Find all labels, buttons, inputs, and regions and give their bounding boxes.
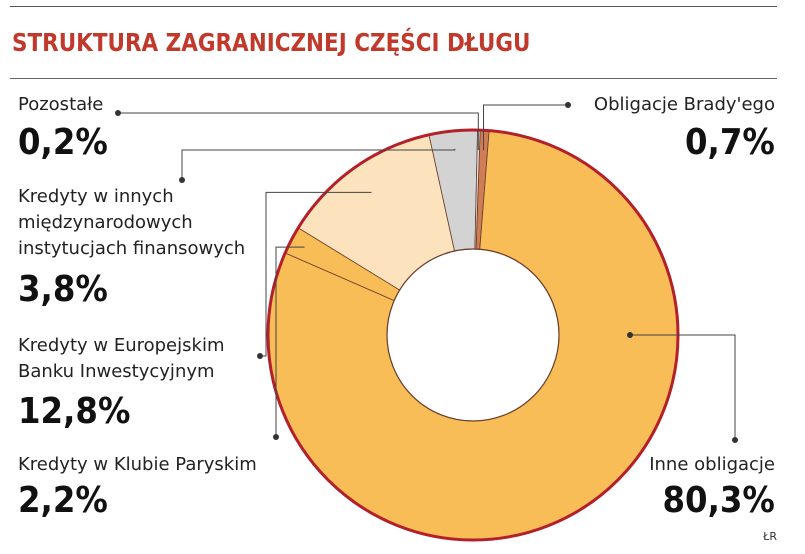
leader-dot-inne-obligacje (732, 437, 738, 443)
value-brady: 0,7% (685, 122, 775, 163)
leader-inne-instytucje (181, 148, 456, 180)
leader-brady (483, 104, 568, 151)
label-ebi-line1: Kredyty w Europejskim (18, 335, 225, 356)
title-rule (10, 78, 777, 79)
leader-inne-obligacje (630, 334, 736, 440)
leader-dot-klub-paryski (273, 434, 279, 440)
leader-dot-brady (565, 102, 571, 108)
label-inne-instytucje-line2: międzynarodowych (18, 212, 193, 233)
leader-dot-pozostale (115, 110, 121, 116)
value-klub-paryski: 2,2% (18, 480, 108, 521)
leader-dot-inne-instytucje (179, 177, 185, 183)
top-rule (10, 6, 777, 7)
value-inne-obligacje: 80,3% (662, 480, 775, 521)
donut-inner-ring (386, 248, 560, 422)
leader-lines (115, 102, 738, 443)
chart-title: STRUKTURA ZAGRANICZNEJ CZĘŚCI DŁUGU (12, 28, 531, 57)
label-ebi-line2: Banku Inwestycyjnym (18, 361, 215, 382)
author-credit: ŁR (763, 530, 777, 543)
label-inne-obligacje: Inne obligacje (649, 454, 775, 475)
donut-slices (267, 129, 679, 541)
value-ebi: 12,8% (18, 391, 131, 432)
label-pozostale: Pozostałe (18, 94, 104, 115)
leader-klub-paryski (275, 246, 305, 437)
leader-dot-inne-obligacje-start (627, 332, 633, 338)
leader-pozostale (118, 112, 479, 151)
label-inne-instytucje-line3: instytucjach finansowych (18, 238, 246, 259)
label-brady: Obligacje Brady'ego (593, 94, 775, 115)
label-inne-instytucje-line1: Kredyty w innych (18, 186, 174, 207)
value-pozostale: 0,2% (18, 122, 108, 163)
leader-dot-ebi (257, 353, 263, 359)
label-klub-paryski: Kredyty w Klubie Paryskim (18, 454, 257, 475)
value-inne-instytucje: 3,8% (18, 269, 108, 310)
